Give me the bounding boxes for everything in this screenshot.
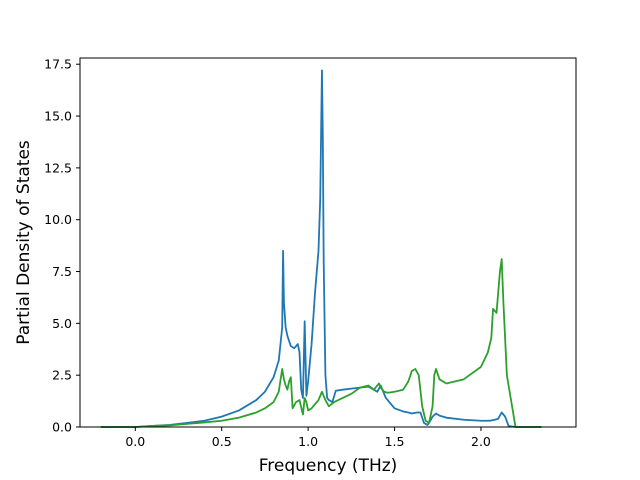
x-tick-label: 0.0 <box>125 434 145 449</box>
x-tick-label: 1.5 <box>385 434 405 449</box>
y-tick-label: 15.0 <box>44 109 72 124</box>
series-layer <box>100 69 542 428</box>
y-axis-label: Partial Density of States <box>14 140 34 345</box>
series-line-1 <box>100 69 542 428</box>
y-tick-label: 10.0 <box>44 212 72 227</box>
y-tick-label: 0.0 <box>52 420 72 435</box>
x-tick-label: 2.0 <box>471 434 491 449</box>
y-tick-label: 17.5 <box>44 57 72 72</box>
y-tick-label: 7.5 <box>52 264 72 279</box>
x-tick-label: 0.5 <box>212 434 232 449</box>
series-line-2 <box>100 258 542 428</box>
x-tick-label: 1.0 <box>298 434 318 449</box>
x-axis-ticks: 0.0 0.5 1.0 1.5 2.0 <box>125 427 491 449</box>
plot-frame <box>79 57 577 428</box>
y-axis-ticks: 0.0 2.5 5.0 7.5 10.0 12.5 15.0 17.5 <box>44 57 80 435</box>
y-tick-label: 12.5 <box>44 160 72 175</box>
y-tick-label: 2.5 <box>52 368 72 383</box>
x-axis-label: Frequency (THz) <box>259 456 398 476</box>
y-tick-label: 5.0 <box>52 316 72 331</box>
